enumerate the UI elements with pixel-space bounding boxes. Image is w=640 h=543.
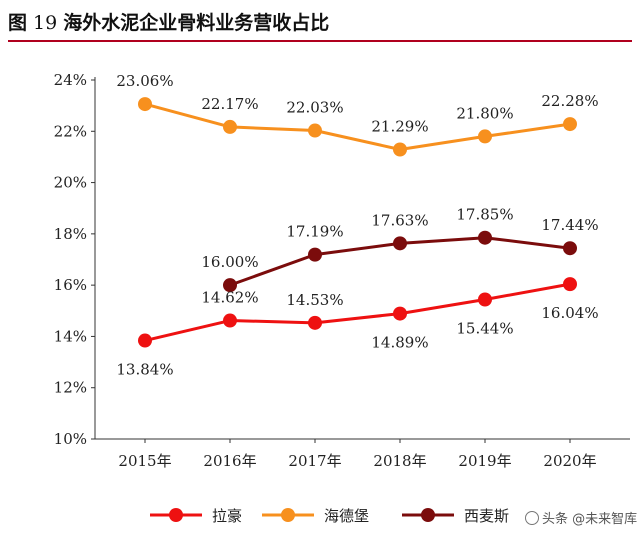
data-label: 14.89%: [371, 334, 428, 352]
y-tick-label: 14%: [54, 327, 87, 345]
data-label: 22.28%: [541, 92, 598, 110]
data-point: [138, 97, 152, 112]
data-point: [393, 306, 407, 321]
data-label: 22.03%: [286, 99, 343, 117]
data-point: [223, 278, 237, 293]
data-point: [393, 142, 407, 157]
data-label: 14.62%: [201, 289, 258, 307]
data-label: 17.85%: [456, 206, 513, 224]
data-point: [308, 315, 322, 330]
y-tick-label: 16%: [54, 276, 87, 294]
watermark-icon: [525, 511, 539, 525]
data-label: 23.06%: [116, 72, 173, 90]
legend-label: 海德堡: [324, 507, 369, 525]
data-label: 21.29%: [371, 117, 428, 135]
axis-layer: 10% 12% 14% 16% 18% 20% 22% 24% 2015年 2016年 2017年 2…: [54, 71, 630, 470]
data-point: [563, 277, 577, 292]
y-tick-label: 10%: [54, 430, 87, 448]
series-line-0: [144, 282, 571, 342]
data-label: 16.00%: [201, 253, 258, 271]
data-point: [478, 129, 492, 144]
data-label-layer: 13.84% 14.62% 14.53% 14.89% 15.44% 16.04% 23.0…: [116, 72, 598, 378]
series-line-1: [144, 102, 571, 151]
data-point: [478, 230, 492, 245]
figure-label: 图: [8, 12, 28, 34]
data-point: [563, 241, 577, 256]
data-point: [563, 117, 577, 132]
legend-swatch-marker: [169, 508, 183, 522]
data-label: 22.17%: [201, 95, 258, 113]
legend: 拉豪 海德堡 西麦斯: [150, 507, 509, 525]
data-label: 21.80%: [456, 104, 513, 122]
x-tick-label: 2020年: [543, 452, 596, 470]
data-point: [308, 247, 322, 262]
data-point: [223, 313, 237, 328]
legend-label: 拉豪: [212, 507, 242, 525]
data-point: [308, 123, 322, 138]
data-point: [393, 236, 407, 251]
y-tick-label: 22%: [54, 122, 87, 140]
data-label: 14.53%: [286, 291, 343, 309]
data-label: 13.84%: [116, 361, 173, 379]
legend-swatch-marker: [281, 508, 295, 522]
y-tick-label: 12%: [54, 379, 87, 397]
data-point: [138, 333, 152, 348]
watermark-text: 头条 @未来智库: [542, 512, 638, 527]
x-tick-label: 2017年: [288, 452, 341, 470]
legend-label: 西麦斯: [464, 507, 509, 525]
title-divider: [8, 40, 632, 42]
data-label: 16.04%: [541, 304, 598, 322]
data-label: 17.63%: [371, 211, 428, 229]
figure-number: 19: [33, 12, 58, 34]
y-tick-label: 24%: [54, 71, 87, 89]
data-label: 15.44%: [456, 320, 513, 338]
data-point: [478, 292, 492, 307]
data-label: 17.19%: [286, 223, 343, 241]
legend-swatch-marker: [421, 508, 435, 522]
figure-title: 图 19 海外水泥企业骨料业务营收占比: [8, 8, 329, 35]
y-tick-label: 20%: [54, 174, 87, 192]
series-layer: [138, 97, 577, 348]
watermark: 头条 @未来智库: [525, 508, 637, 527]
x-tick-label: 2018年: [373, 452, 426, 470]
x-tick-label: 2019年: [458, 452, 511, 470]
figure-title-text: 海外水泥企业骨料业务营收占比: [63, 12, 330, 34]
data-point: [223, 119, 237, 134]
data-label: 17.44%: [541, 216, 598, 234]
x-tick-label: 2016年: [203, 452, 256, 470]
x-tick-label: 2015年: [118, 452, 171, 470]
y-tick-label: 18%: [54, 225, 87, 243]
